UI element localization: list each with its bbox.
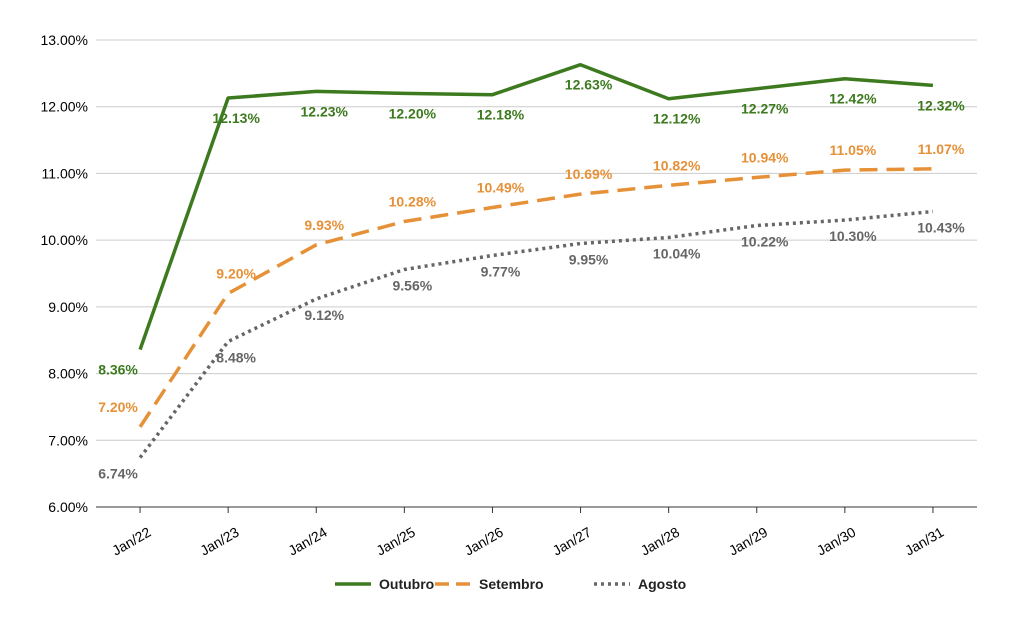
data-label-outubro: 12.18% [477, 107, 525, 123]
legend-label-agosto: Agosto [638, 576, 686, 592]
data-label-setembro: 9.20% [216, 266, 256, 282]
y-tick-label: 12.00% [41, 99, 88, 115]
x-tick-label: Jan/27 [550, 524, 595, 559]
data-label-outubro: 12.13% [212, 110, 260, 126]
data-label-setembro: 10.82% [653, 157, 701, 173]
data-label-outubro: 12.63% [565, 77, 613, 93]
data-label-agosto: 9.95% [569, 251, 609, 267]
x-tick-label: Jan/25 [373, 524, 418, 559]
series-line-setembro [138, 167, 933, 428]
x-tick-label: Jan/24 [285, 524, 330, 559]
x-tick-label: Jan/31 [902, 524, 947, 559]
data-label-agosto: 9.56% [392, 277, 432, 293]
y-tick-label: 8.00% [48, 366, 88, 382]
data-labels: 8.36% 12.13% 12.23% 12.20% 12.18% 12.63% 12.12… [98, 77, 965, 482]
data-label-setembro: 10.49% [477, 179, 525, 195]
data-label-agosto: 10.04% [653, 245, 701, 261]
data-label-agosto: 10.30% [829, 228, 877, 244]
y-tick-label: 11.00% [42, 165, 88, 181]
data-label-setembro: 10.69% [565, 166, 613, 182]
y-tick-label: 10.00% [41, 232, 88, 248]
data-label-outubro: 12.32% [917, 97, 965, 113]
data-label-outubro: 12.42% [829, 91, 877, 107]
x-axis: Jan/22 Jan/23 Jan/24 Jan/25 Jan/26 Jan/27 Jan/… [109, 507, 947, 559]
series-line-outubro [138, 62, 934, 351]
data-label-setembro: 7.20% [98, 399, 138, 415]
legend: Outubro Setembro Agosto [335, 576, 686, 592]
y-tick-label: 9.00% [48, 299, 88, 315]
x-tick-label: Jan/30 [814, 524, 859, 559]
legend-label-outubro: Outubro [379, 576, 434, 592]
data-label-outubro: 12.27% [741, 101, 789, 117]
data-label-agosto: 6.74% [98, 466, 138, 482]
data-label-setembro: 11.07% [918, 141, 965, 157]
x-tick-label: Jan/29 [726, 524, 771, 559]
data-label-agosto: 10.22% [741, 233, 789, 249]
series-line-agosto [138, 209, 934, 459]
data-label-agosto: 10.43% [917, 219, 965, 235]
data-label-setembro: 11.05% [829, 142, 876, 158]
x-tick-label: Jan/26 [462, 524, 507, 559]
data-label-setembro: 9.93% [304, 217, 344, 233]
data-label-agosto: 8.48% [216, 350, 256, 366]
data-label-outubro: 12.20% [389, 105, 437, 121]
y-axis-ticks: 6.00% 7.00% 8.00% 9.00% 10.00% 11.00% 12.00% 13… [41, 32, 88, 515]
data-label-outubro: 12.23% [301, 103, 349, 119]
data-label-setembro: 10.28% [389, 193, 437, 209]
x-tick-label: Jan/22 [109, 524, 154, 559]
y-tick-label: 7.00% [48, 432, 88, 448]
grid-lines [96, 39, 977, 508]
legend-label-setembro: Setembro [479, 576, 544, 592]
data-label-setembro: 10.94% [741, 149, 789, 165]
data-label-outubro: 8.36% [98, 362, 138, 378]
data-label-agosto: 9.77% [481, 263, 521, 279]
x-tick-label: Jan/23 [197, 524, 242, 559]
x-tick-label: Jan/28 [638, 524, 683, 559]
series-lines [138, 62, 934, 459]
y-tick-label: 6.00% [48, 499, 88, 515]
y-tick-label: 13.00% [41, 32, 88, 48]
data-label-outubro: 12.12% [653, 111, 701, 127]
data-label-agosto: 9.12% [304, 307, 344, 323]
